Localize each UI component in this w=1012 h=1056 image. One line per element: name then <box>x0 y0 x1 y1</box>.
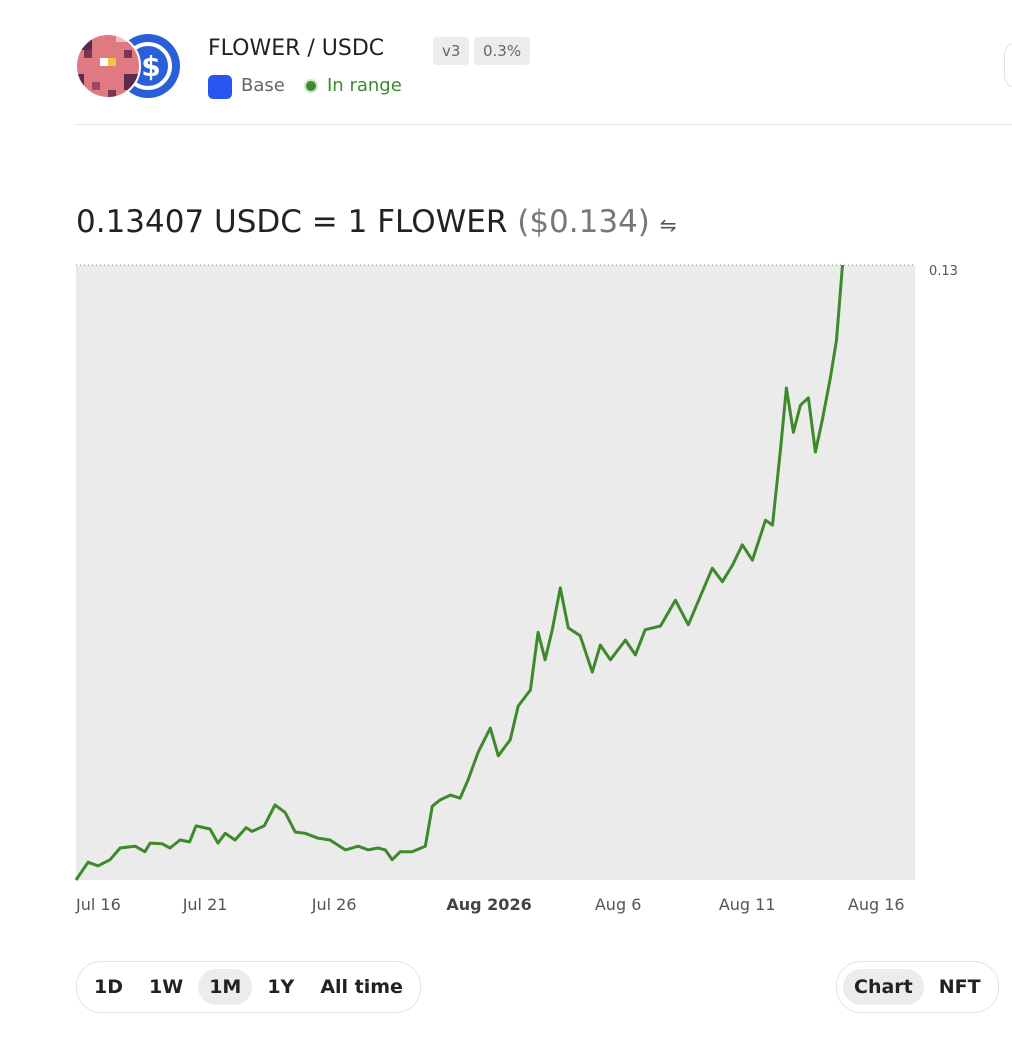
x-tick-label: Aug 11 <box>719 895 776 914</box>
option-button[interactable]: All time <box>320 976 403 998</box>
divider <box>76 124 1012 125</box>
x-tick-label: Aug 6 <box>595 895 642 914</box>
price-quote: 0.13407 USDC = 1 FLOWER <box>76 204 508 240</box>
svg-text:$: $ <box>141 50 160 83</box>
option-button[interactable]: NFT <box>938 976 981 998</box>
view-selector: Chart NFT <box>836 961 999 1013</box>
option-button[interactable]: 1D <box>94 976 123 998</box>
menu-button[interactable] <box>1004 42 1012 88</box>
price-usd: ($0.134) <box>517 204 650 240</box>
chart: 0.13 Jul 16 Jul 21 Jul 26 Aug 2026 Aug 6 Aug 1… <box>74 264 958 914</box>
pair-name: FLOWER / USDC <box>208 36 385 61</box>
option-button[interactable]: 1W <box>149 976 184 998</box>
time-range-selector: 1D 1W 1M 1Y All time <box>76 961 421 1013</box>
option-button[interactable]: 1Y <box>267 976 295 998</box>
price: 0.13407 USDC = 1 FLOWER ($0.134) ⇋ <box>76 204 677 240</box>
x-tick-label: Jul 26 <box>311 895 357 914</box>
version-badge: v3 <box>433 37 470 65</box>
x-tick-label: Jul 16 <box>75 895 121 914</box>
fee-badge: 0.3% <box>474 37 531 65</box>
y-tick-label: 0.13 <box>929 264 958 279</box>
x-tick-label: Aug 16 <box>848 895 905 914</box>
x-tick-label: Aug 2026 <box>446 895 531 914</box>
x-tick-label: Jul 21 <box>182 895 228 914</box>
network-icon <box>208 75 232 99</box>
status-dot <box>306 81 316 91</box>
plot-area <box>76 265 915 880</box>
option-button[interactable]: 1M <box>198 969 253 1005</box>
swap-icon[interactable]: ⇋ <box>659 213 677 237</box>
token-icons: $ <box>75 33 180 99</box>
price-line <box>74 264 844 881</box>
status: In range <box>327 75 402 96</box>
option-button[interactable]: Chart <box>843 969 924 1005</box>
network: Base <box>241 75 285 96</box>
